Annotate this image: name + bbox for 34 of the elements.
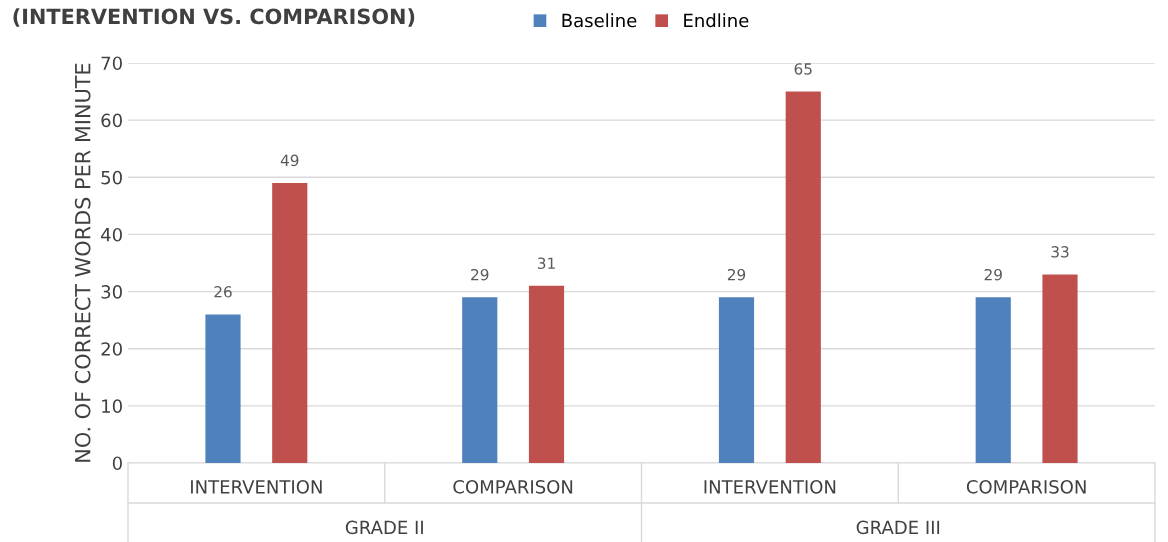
chart-title: (INTERVENTION VS. COMPARISON) [13,8,415,27]
y-tick-label: 70 [101,56,122,71]
legend-label: Endline [684,13,749,28]
bar [718,297,755,463]
text: GRADE III [856,520,940,535]
y-tick-label: 50 [101,170,122,185]
bar [205,314,241,463]
data-label: 33 [1051,246,1069,258]
y-tick-label: 40 [101,227,122,242]
data-label: 49 [280,154,299,167]
y-tick-label: 10 [102,399,122,413]
data-label: 29 [727,268,746,281]
bar [785,91,821,463]
x-tick-label: COMPARISON [966,479,1086,494]
y-axis-title: NO. OF CORRECT WORDS PER MINUTE [74,63,91,462]
x-tick-label: COMPARISON [453,479,573,494]
legend-label: Baseline [562,13,637,28]
bar [1042,274,1078,463]
data-label: 29 [984,268,1002,281]
y-tick-label: 60 [101,113,122,128]
bar [528,285,565,463]
y-tick-label: 0 [112,456,122,471]
data-label: 65 [794,63,812,75]
data-label: 26 [214,286,232,298]
text: GRADE II [345,520,423,535]
x-tick-label: INTERVENTION [191,479,322,494]
data-label: 31 [537,257,555,270]
bar [975,297,1011,463]
y-tick-label: 20 [101,342,122,356]
y-tick-label: 30 [101,285,122,299]
x-tick-label: INTERVENTION [704,479,836,494]
bar [462,297,498,463]
data-label: 29 [471,268,489,281]
bar [272,183,308,463]
